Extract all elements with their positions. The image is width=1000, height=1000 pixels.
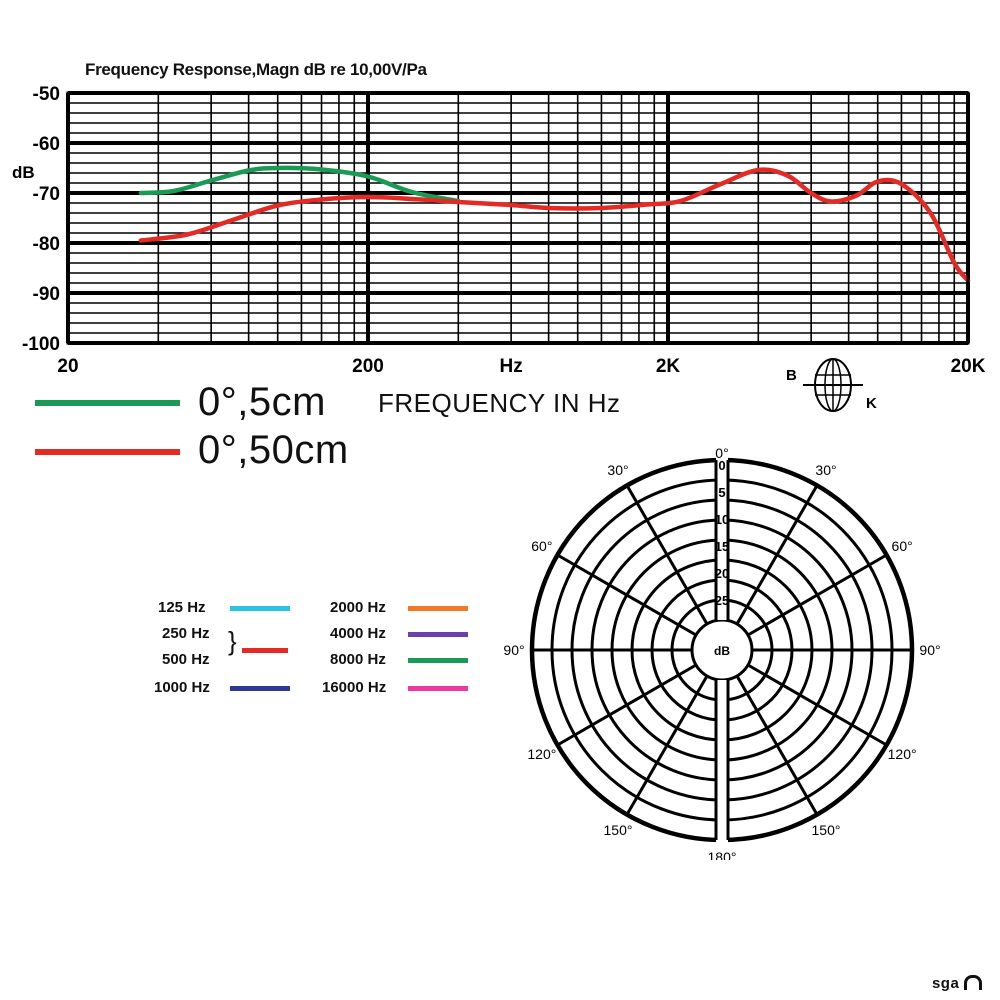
polar-legend: 125 Hz 250 Hz 500 Hz } 1000 Hz 2000 Hz 4… <box>150 596 490 706</box>
polar-legend-swatch <box>408 686 468 691</box>
polar-radial-tick: 5 <box>718 485 725 500</box>
polar-spoke <box>625 675 709 816</box>
polar-unit-label: dB <box>714 644 730 658</box>
series-line-50cm <box>138 167 971 283</box>
polar-angle-label: 150° <box>604 822 633 838</box>
polar-angle-label: 60° <box>892 538 913 554</box>
polar-angle-label: 90° <box>919 642 940 658</box>
polar-legend-label: 16000 Hz <box>322 679 387 696</box>
brand-text: sga <box>931 975 960 992</box>
x-tick-label: Hz <box>500 356 523 377</box>
polar-labels: 0 5 10 15 20 25 dB 0° 30° 60° 90° 120° 150° 180° 150° 1… <box>503 445 940 860</box>
chart-title: Frequency Response,Magn dB re 10,00V/Pa <box>85 60 427 79</box>
polar-legend-label: 500 Hz <box>162 651 210 668</box>
polar-spoke <box>747 663 888 747</box>
y-tick-label: -70 <box>33 184 60 205</box>
polar-legend-label: 125 Hz <box>158 599 206 616</box>
series-line-5cm <box>138 165 461 204</box>
polar-legend-swatch <box>230 686 290 691</box>
polar-slit-top <box>716 455 728 620</box>
polar-spoke <box>625 484 709 625</box>
y-tick-label: -60 <box>33 134 60 155</box>
y-tick-label: -50 <box>33 84 60 105</box>
polar-angle-label: 120° <box>888 746 917 762</box>
polar-legend-label: 2000 Hz <box>330 599 386 616</box>
polar-legend-swatch <box>408 606 468 611</box>
pattern-label-k: K <box>866 395 877 412</box>
x-axis-label: FREQUENCY IN Hz <box>378 388 621 418</box>
brace-icon: } <box>228 626 237 656</box>
polar-legend-label: 8000 Hz <box>330 651 386 668</box>
polar-pattern-chart: 0 5 10 15 20 25 dB 0° 30° 60° 90° 120° 150° 180° 150° 1… <box>503 445 940 860</box>
polar-legend-swatch <box>408 632 468 637</box>
fr-y-ticks: -50 -60 -70 -80 -90 -100 <box>22 84 60 355</box>
polar-angle-label: 30° <box>607 462 628 478</box>
headphone-icon <box>964 975 982 990</box>
pattern-label-b: B <box>786 367 797 384</box>
pattern-logo <box>803 358 863 412</box>
y-tick-label: -90 <box>33 284 60 305</box>
polar-spoke <box>556 553 697 637</box>
polar-spoke <box>747 553 888 637</box>
polar-radial-tick: 20 <box>715 566 729 581</box>
plot-frame <box>66 91 970 345</box>
brand-logo: sga <box>932 975 982 992</box>
fr-series <box>138 165 971 283</box>
polar-radial-tick: 10 <box>715 512 729 527</box>
y-axis-label: dB <box>12 163 35 182</box>
polar-angle-label: 60° <box>531 538 552 554</box>
polar-legend-swatch <box>230 606 290 611</box>
polar-angle-label: 120° <box>527 746 556 762</box>
polar-legend-swatch <box>408 658 468 663</box>
plot-area <box>68 93 968 343</box>
x-tick-label: 200 <box>352 356 384 377</box>
polar-legend-swatch <box>242 648 288 653</box>
polar-angle-label: 0° <box>715 445 728 461</box>
polar-radial-tick: 15 <box>715 539 729 554</box>
y-tick-label: -80 <box>33 234 60 255</box>
polar-radial-tick: 25 <box>715 593 729 608</box>
y-tick-label: -100 <box>22 334 60 355</box>
polar-spoke <box>735 484 819 625</box>
polar-angle-label: 30° <box>815 462 836 478</box>
x-tick-label: 20K <box>951 356 986 377</box>
polar-spoke <box>735 675 819 816</box>
polar-angle-label: 150° <box>812 822 841 838</box>
polar-angle-label: 180° <box>708 849 737 860</box>
polar-legend-label: 4000 Hz <box>330 625 386 642</box>
fr-x-ticks: 20 200 Hz 2K 20K <box>57 356 985 377</box>
x-tick-label: 2K <box>656 356 681 377</box>
legend-label-50cm: 0°,50cm <box>198 428 349 472</box>
legend-label-5cm: 0°,5cm <box>198 380 326 424</box>
polar-spoke <box>556 663 697 747</box>
fr-legend-lines <box>35 400 180 455</box>
x-tick-label: 20 <box>57 356 78 377</box>
polar-radial-tick: 0 <box>718 458 725 473</box>
polar-legend-label: 1000 Hz <box>154 679 210 696</box>
polar-grid <box>529 455 915 845</box>
frequency-response-chart: -50 -60 -70 -80 -90 -100 20 200 Hz 2K 20K dB B K <box>12 84 986 412</box>
polar-legend-label: 250 Hz <box>162 625 210 642</box>
polar-slit-bottom <box>716 680 728 845</box>
polar-angle-label: 90° <box>503 642 524 658</box>
